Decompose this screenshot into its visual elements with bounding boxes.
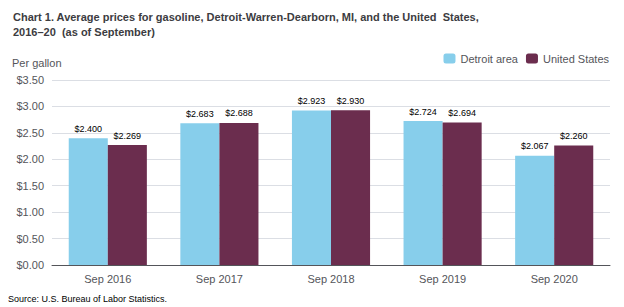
svg-text:$1.00: $1.00	[16, 206, 44, 218]
svg-text:$3.00: $3.00	[16, 100, 44, 112]
svg-text:$2.50: $2.50	[16, 127, 44, 139]
svg-text:$0.50: $0.50	[16, 233, 44, 245]
svg-text:$2.067: $2.067	[521, 141, 549, 151]
svg-text:$2.400: $2.400	[75, 124, 103, 134]
svg-text:Source: U.S. Bureau of Labor S: Source: U.S. Bureau of Labor Statistics.	[8, 294, 167, 304]
svg-text:$0.00: $0.00	[16, 259, 44, 271]
svg-text:$3.50: $3.50	[16, 74, 44, 86]
svg-text:$2.688: $2.688	[225, 108, 253, 118]
svg-text:Chart 1. Average prices for ga: Chart 1. Average prices for gasoline, De…	[13, 11, 479, 23]
svg-text:$2.269: $2.269	[114, 131, 142, 141]
svg-text:United States: United States	[543, 53, 610, 65]
svg-text:$2.694: $2.694	[448, 108, 476, 118]
svg-text:Detroit area: Detroit area	[460, 53, 518, 65]
svg-text:$2.724: $2.724	[409, 107, 437, 117]
svg-text:$2.683: $2.683	[186, 109, 214, 119]
svg-text:$1.50: $1.50	[16, 180, 44, 192]
svg-text:$2.00: $2.00	[16, 153, 44, 165]
svg-text:$2.923: $2.923	[298, 96, 326, 106]
svg-text:Sep 2020: Sep 2020	[531, 273, 578, 285]
svg-text:Sep 2017: Sep 2017	[196, 273, 243, 285]
svg-text:Sep 2018: Sep 2018	[307, 273, 354, 285]
svg-text:Per gallon: Per gallon	[12, 57, 62, 69]
svg-text:2016–20 (as of September): 2016–20 (as of September)	[13, 26, 155, 38]
svg-text:Sep 2016: Sep 2016	[84, 273, 131, 285]
svg-text:Sep 2019: Sep 2019	[419, 273, 466, 285]
svg-text:$2.260: $2.260	[560, 131, 588, 141]
svg-text:$2.930: $2.930	[337, 96, 365, 106]
